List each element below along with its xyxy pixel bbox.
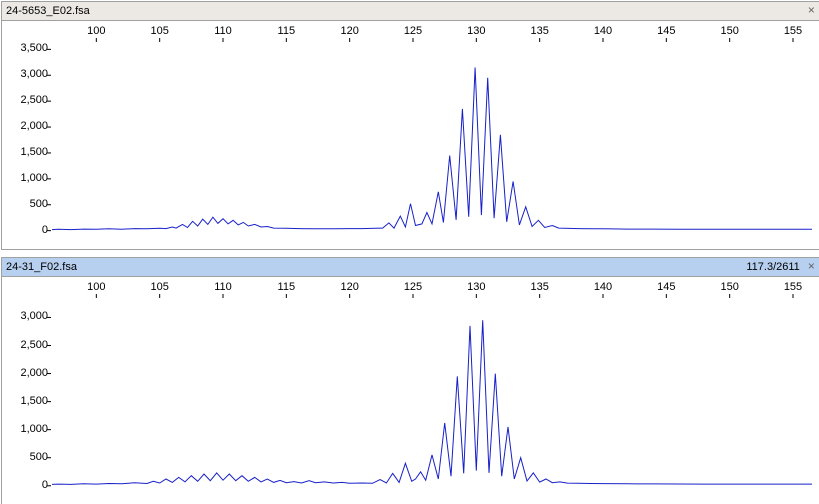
electropherogram-panel: 24-31_F02.fsa 117.3/2611 × 1001051101151201… [1, 257, 819, 504]
cursor-readout: 117.3/2611 [746, 261, 799, 273]
panel-titlebar[interactable]: 24-31_F02.fsa 117.3/2611 × [2, 258, 819, 277]
panel-titlebar[interactable]: 24-5653_E02.fsa × [2, 2, 819, 21]
panel-title: 24-5653_E02.fsa [6, 5, 90, 17]
signal-trace [52, 320, 812, 484]
signal-trace [52, 68, 812, 230]
titlebar-right: 117.3/2611 × [746, 261, 815, 273]
plot-area[interactable]: 1001051101151201251301351401451501550500… [2, 21, 819, 249]
panel-title: 24-31_F02.fsa [6, 261, 77, 273]
plot-svg [2, 277, 819, 504]
close-icon[interactable]: × [808, 261, 815, 273]
plot-svg [2, 21, 819, 249]
electropherogram-panel: 24-5653_E02.fsa × 100105110115120125130135… [1, 1, 819, 250]
close-icon[interactable]: × [808, 5, 815, 17]
plot-area[interactable]: 1001051101151201251301351401451501550500… [2, 277, 819, 504]
titlebar-right: × [808, 5, 815, 17]
